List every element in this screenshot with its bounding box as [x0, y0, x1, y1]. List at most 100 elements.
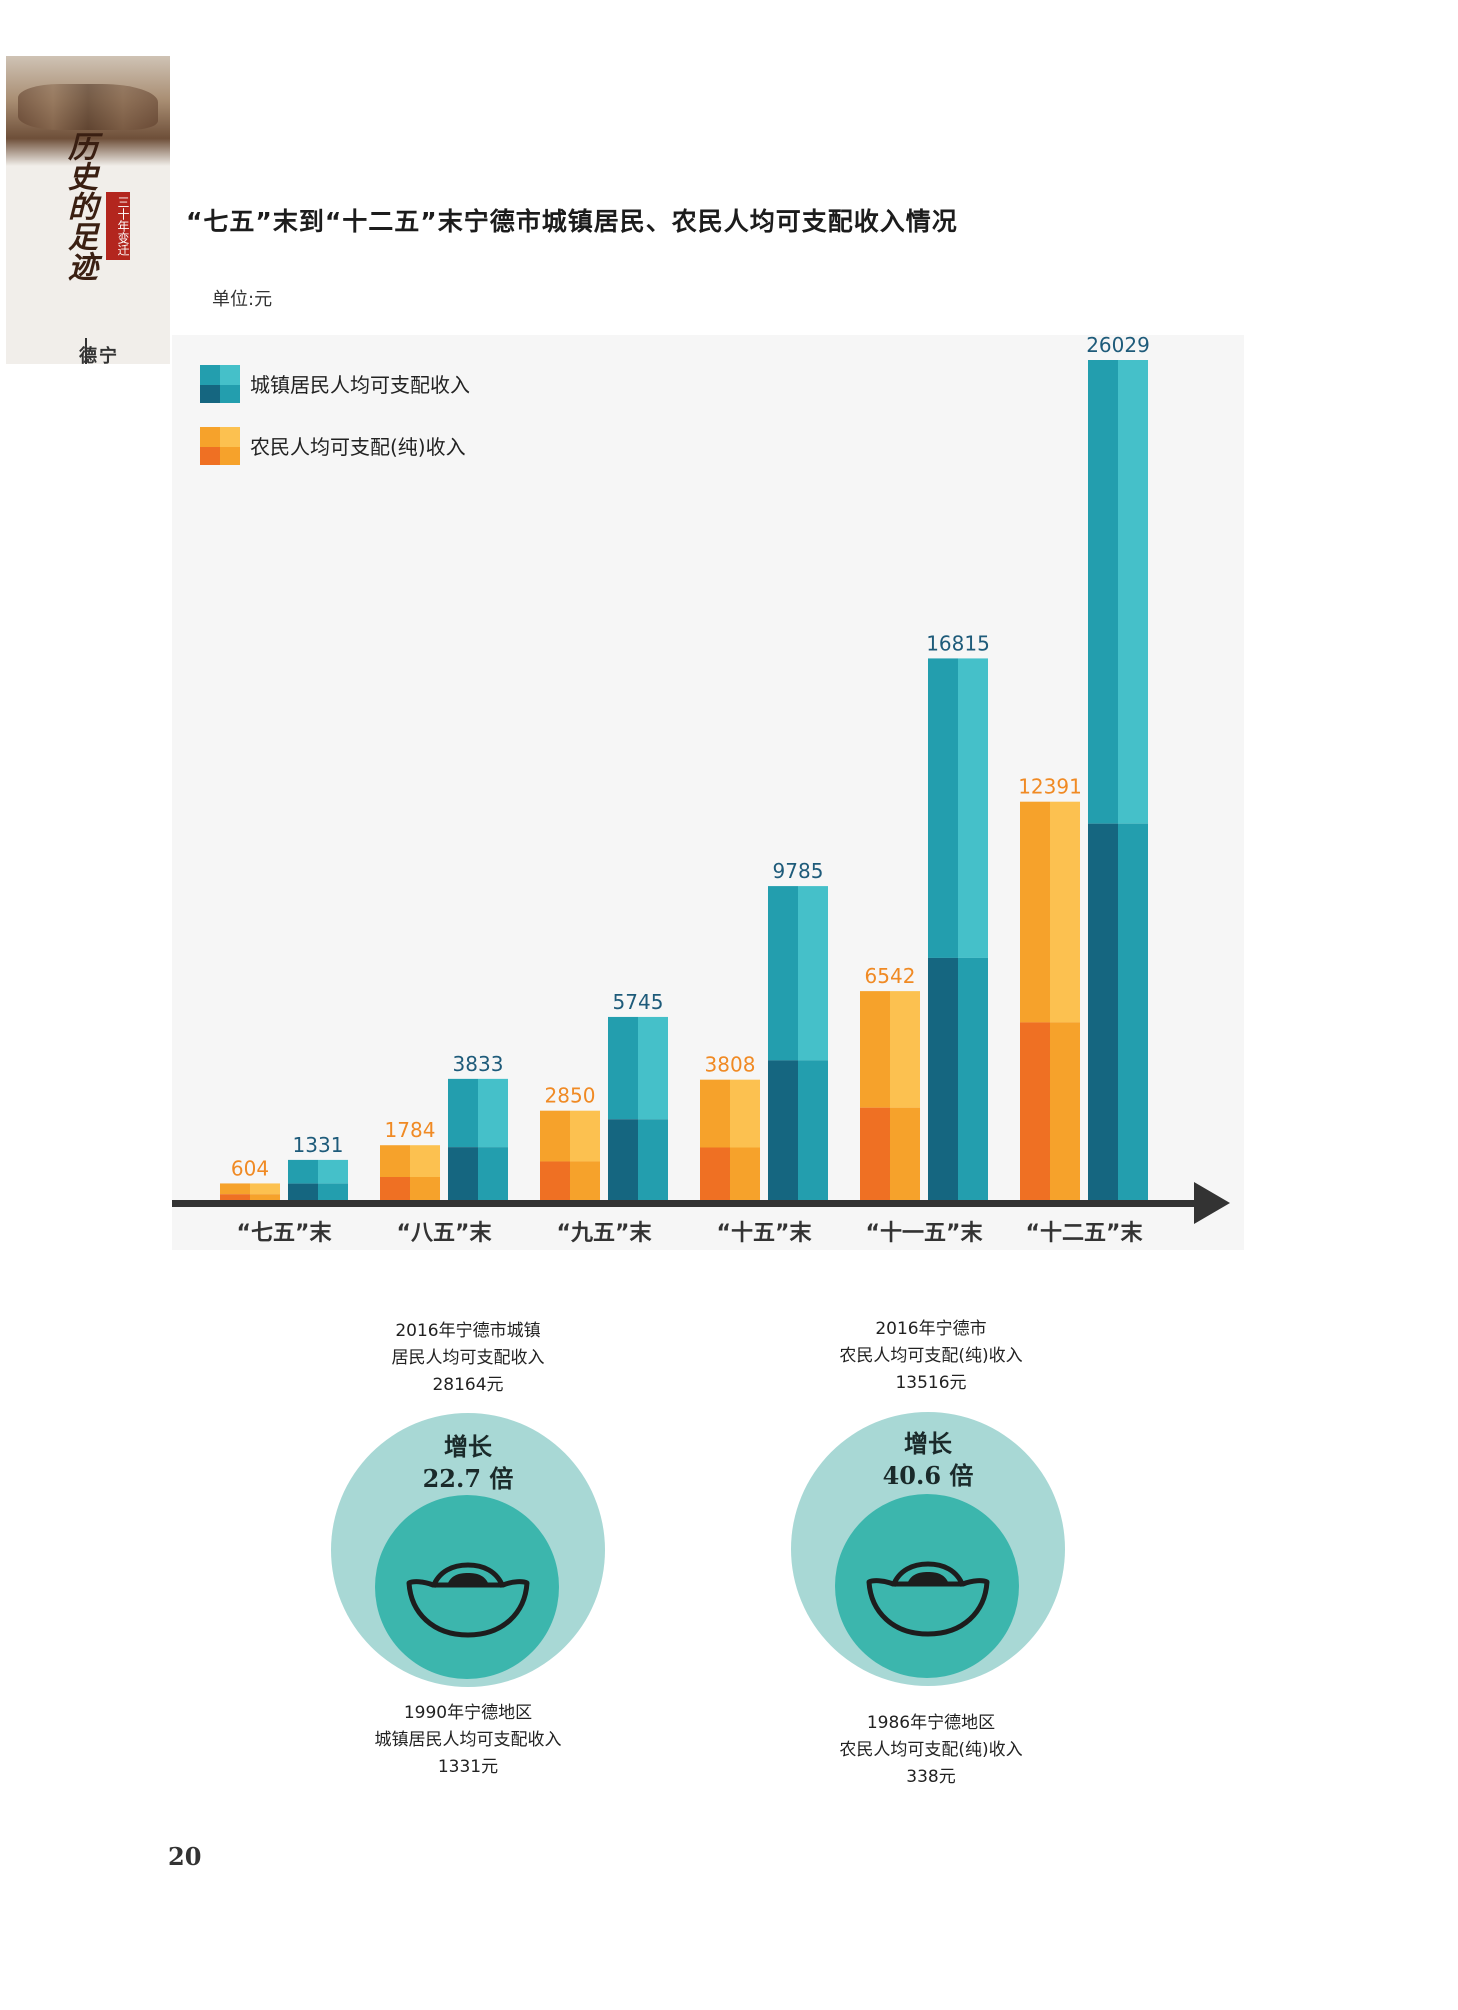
urban-value-label: 16815: [926, 631, 990, 655]
badge-subtitle: 宁德: [76, 346, 117, 364]
urban-value-label: 5745: [613, 990, 664, 1014]
rural-value-label: 12391: [1018, 775, 1082, 799]
rural-bar-upper-right: [410, 1145, 440, 1177]
caption-line: 13516元: [895, 1373, 967, 1393]
urban-bar-lower-right: [958, 957, 988, 1203]
category-label: “十一五”末: [866, 1221, 984, 1246]
rural-bar-lower-right: [890, 1107, 920, 1203]
urban-growth-circle: 增长 22.7 倍: [331, 1413, 605, 1687]
urban-bar-upper-left: [288, 1159, 318, 1184]
caption-line: 1331元: [437, 1757, 499, 1777]
rural-value-label: 3808: [705, 1053, 756, 1077]
rural-bar-upper-left: [220, 1183, 250, 1195]
urban-value-label: 1331: [293, 1133, 344, 1157]
legend-swatch-part: [220, 385, 240, 403]
category-label: “十五”末: [717, 1221, 813, 1246]
rural-bar-lower-left: [220, 1194, 250, 1203]
urban-growth-block: 2016年宁德市城镇 居民人均可支配收入 28164元: [303, 1318, 633, 1399]
caption-line: 居民人均可支配收入: [391, 1348, 545, 1368]
caption-line: 城镇居民人均可支配收入: [374, 1730, 562, 1750]
caption-line: 1986年宁德地区: [866, 1713, 996, 1733]
urban-bar-upper-left: [1088, 360, 1118, 824]
urban-bar-upper-left: [768, 886, 798, 1061]
badge-stamp: 三十年变迁: [106, 192, 130, 260]
urban-bar-lower-left: [448, 1147, 478, 1203]
rural-base-caption: 1986年宁德地区 农民人均可支配(纯)收入 338元: [766, 1710, 1096, 1791]
caption-line: 2016年宁德市城镇: [395, 1321, 541, 1341]
urban-bar-lower-left: [768, 1060, 798, 1203]
urban-base-caption: 1990年宁德地区 城镇居民人均可支配收入 1331元: [303, 1700, 633, 1781]
rural-bar-upper-right: [250, 1183, 280, 1195]
urban-bar-lower-right: [638, 1119, 668, 1203]
urban-value-label: 9785: [773, 859, 824, 883]
rural-value-label: 1784: [385, 1118, 436, 1142]
urban-bar-lower-right: [798, 1060, 828, 1203]
rural-value-label: 6542: [865, 964, 916, 988]
x-axis-line: [172, 1200, 1202, 1207]
urban-bar-lower-left: [288, 1183, 318, 1203]
rural-current-caption: 2016年宁德市 农民人均可支配(纯)收入 13516元: [766, 1316, 1096, 1397]
rural-bar-lower-left: [1020, 1022, 1050, 1203]
caption-line: 农民人均可支配(纯)收入: [839, 1740, 1023, 1760]
badge-divider: [85, 338, 87, 364]
rural-growth-text: 增长 40.6 倍: [791, 1428, 1065, 1492]
rural-bar-lower-right: [1050, 1022, 1080, 1203]
legend-swatch-part: [200, 427, 220, 447]
legend-swatch-part: [200, 365, 220, 385]
badge-landscape-strip: [18, 84, 158, 130]
caption-line: 338元: [906, 1767, 956, 1787]
caption-line: 28164元: [432, 1375, 504, 1395]
page-number: 20: [168, 1842, 202, 1871]
urban-value-label: 26029: [1086, 335, 1150, 357]
rural-bar-upper-left: [540, 1110, 570, 1162]
caption-line: 1990年宁德地区: [403, 1703, 533, 1723]
urban-bar-upper-left: [928, 658, 958, 958]
rural-bar-upper-left: [860, 991, 890, 1108]
rural-bar-lower-left: [540, 1161, 570, 1203]
rural-bar-upper-right: [890, 991, 920, 1108]
urban-bar-lower-left: [1088, 823, 1118, 1203]
badge-title: 历史的足迹: [62, 131, 97, 281]
gold-ingot-icon: [866, 1561, 990, 1637]
rural-bar-lower-left: [860, 1107, 890, 1203]
rural-bar-upper-left: [700, 1079, 730, 1148]
urban-bar-lower-left: [928, 957, 958, 1203]
growth-value: 22.7 倍: [422, 1464, 514, 1493]
urban-bar-upper-right: [478, 1078, 508, 1148]
rural-value-label: 2850: [545, 1084, 596, 1108]
unit-label: 单位:元: [212, 289, 273, 310]
rural-value-label: 604: [231, 1156, 269, 1180]
urban-bar-lower-right: [318, 1183, 348, 1203]
caption-line: 2016年宁德市: [875, 1319, 987, 1339]
rural-bar-lower-left: [380, 1176, 410, 1203]
legend-swatch-part: [200, 385, 220, 403]
urban-bar-upper-right: [958, 658, 988, 958]
category-label: “十二五”末: [1026, 1221, 1144, 1246]
growth-label: 增长: [444, 1432, 492, 1461]
rural-bar-lower-right: [570, 1161, 600, 1203]
rural-bar-lower-right: [250, 1194, 280, 1203]
urban-bar-upper-right: [318, 1159, 348, 1184]
legend-swatch-part: [200, 447, 220, 465]
chart-title: “七五”末到“十二五”末宁德市城镇居民、农民人均可支配收入情况: [186, 207, 958, 236]
book-badge: 历史的足迹 三十年变迁 宁德: [6, 56, 170, 364]
category-label: “九五”末: [557, 1221, 653, 1246]
urban-bar-upper-right: [1118, 360, 1148, 824]
urban-bar-upper-right: [798, 886, 828, 1061]
urban-bar-lower-right: [1118, 823, 1148, 1203]
income-bar-chart: 604 1331 “七五”末 1784 3833 “八五”末 2850 5745 “九五”末 38…: [172, 335, 1244, 1250]
urban-bar-upper-right: [638, 1016, 668, 1120]
growth-value: 40.6 倍: [882, 1461, 974, 1490]
category-label: “八五”末: [397, 1221, 493, 1246]
rural-bar-upper-left: [1020, 801, 1050, 1023]
rural-bar-upper-right: [570, 1110, 600, 1162]
legend-label: 农民人均可支配(纯)收入: [250, 435, 466, 459]
urban-bar-lower-right: [478, 1147, 508, 1203]
gold-ingot-icon: [406, 1562, 530, 1638]
legend-swatch-part: [220, 365, 240, 385]
rural-bar-upper-right: [730, 1079, 760, 1148]
rural-growth-block: 2016年宁德市 农民人均可支配(纯)收入 13516元: [766, 1316, 1096, 1397]
urban-bar-upper-left: [448, 1078, 478, 1148]
rural-bar-lower-right: [410, 1176, 440, 1203]
urban-value-label: 3833: [453, 1052, 504, 1076]
